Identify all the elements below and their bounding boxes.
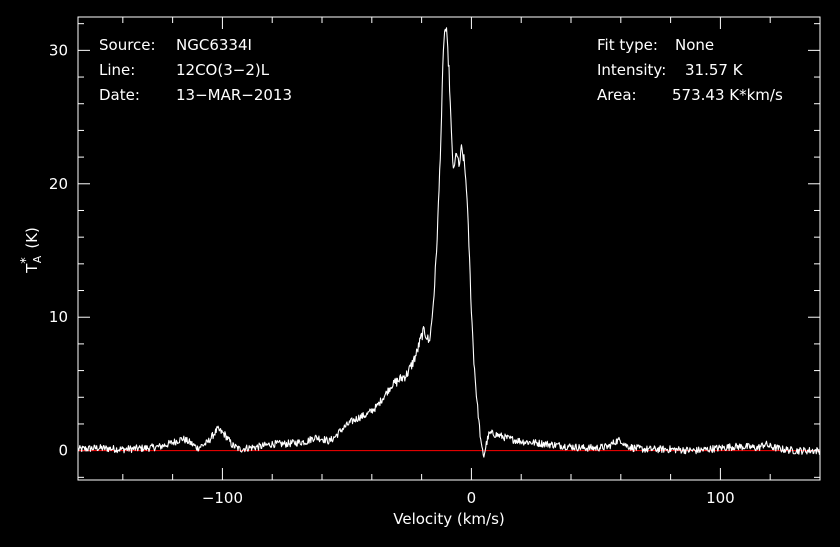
line-label: Line: — [99, 61, 135, 79]
x-tick-label: 0 — [467, 489, 477, 507]
area-label: Area: — [597, 86, 637, 104]
source-value: NGC6334I — [176, 36, 252, 54]
date-label: Date: — [99, 86, 140, 104]
y-axis-label: T*A (K) — [19, 227, 44, 274]
y-axis-label-main: T — [23, 263, 41, 274]
spectrum-series-line — [77, 27, 821, 458]
y-tick-label: 10 — [49, 308, 68, 326]
y-axis-label-sup: * — [19, 257, 34, 264]
fit-type-label: Fit type: — [597, 36, 658, 54]
x-tick-label: −100 — [202, 489, 243, 507]
area-value: 573.43 K*km/s — [672, 86, 783, 104]
intensity-label: Intensity: — [597, 61, 666, 79]
source-label: Source: — [99, 36, 156, 54]
line-value: 12CO(3−2)L — [176, 61, 270, 79]
x-tick-label: 100 — [706, 489, 735, 507]
date-value: 13−MAR−2013 — [176, 86, 292, 104]
y-tick-label: 20 — [49, 175, 68, 193]
y-tick-label: 0 — [58, 442, 68, 460]
axis-tick-labels: −100 0 100 0 10 20 30 — [49, 41, 735, 507]
intensity-value: 31.57 K — [685, 61, 744, 79]
y-tick-label: 30 — [49, 41, 68, 59]
axis-ticks — [78, 17, 821, 480]
fit-type-value: None — [675, 36, 714, 54]
y-axis-label-unit: (K) — [23, 227, 41, 249]
y-axis-label-sub: A — [31, 255, 44, 263]
svg-text:T*A(K): T*A (K) — [19, 227, 44, 274]
plot-frame — [77, 16, 821, 481]
x-axis-label: Velocity (km/s) — [393, 510, 504, 528]
